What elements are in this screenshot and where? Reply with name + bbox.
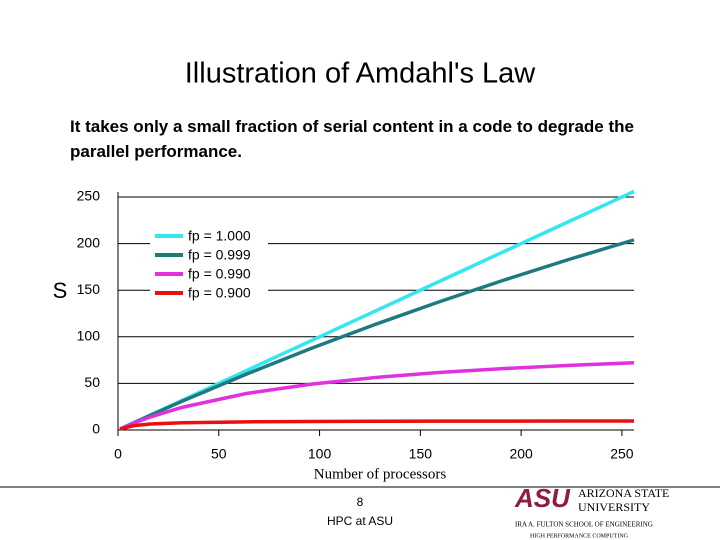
legend-label: fp = 0.900	[188, 285, 251, 301]
series-line	[119, 361, 635, 431]
y-tick-label: 150	[77, 281, 101, 297]
logo-line: IRA A. FULTON SCHOOL OF ENGINEERING	[515, 521, 653, 529]
x-tick-label: 100	[308, 446, 332, 462]
legend-label: fp = 0.990	[188, 266, 251, 282]
logo-line: UNIVERSITY	[578, 500, 650, 514]
logo-line: HIGH PERFORMANCE COMPUTING	[530, 533, 629, 539]
x-tick-label: 50	[211, 446, 227, 462]
y-tick-label: 100	[77, 328, 101, 344]
x-tick-label: 150	[409, 446, 433, 462]
logo-line: ARIZONA STATE	[578, 486, 669, 500]
page-number: 8	[357, 495, 364, 509]
slide-title: Illustration of Amdahl's Law	[185, 58, 537, 90]
y-tick-label: 50	[84, 374, 100, 390]
footer-text: HPC at ASU	[327, 514, 393, 528]
x-tick-label: 0	[114, 446, 122, 462]
subtitle-box: It takes only a small fraction of serial…	[70, 117, 634, 161]
y-tick-label: 0	[92, 421, 100, 437]
legend-label: fp = 1.000	[188, 228, 251, 244]
y-axis-label: S	[53, 278, 68, 303]
x-axis-label: Number of processors	[314, 466, 447, 482]
y-tick-label: 200	[77, 234, 101, 250]
logo-mark: ASU	[514, 483, 571, 513]
x-tick-label: 250	[610, 446, 634, 462]
subtitle: It takes only a small fraction of serial…	[70, 117, 634, 161]
series-line	[119, 419, 635, 431]
x-tick-label: 200	[509, 446, 533, 462]
y-tick-label: 250	[77, 188, 101, 204]
legend-label: fp = 0.999	[188, 247, 251, 263]
